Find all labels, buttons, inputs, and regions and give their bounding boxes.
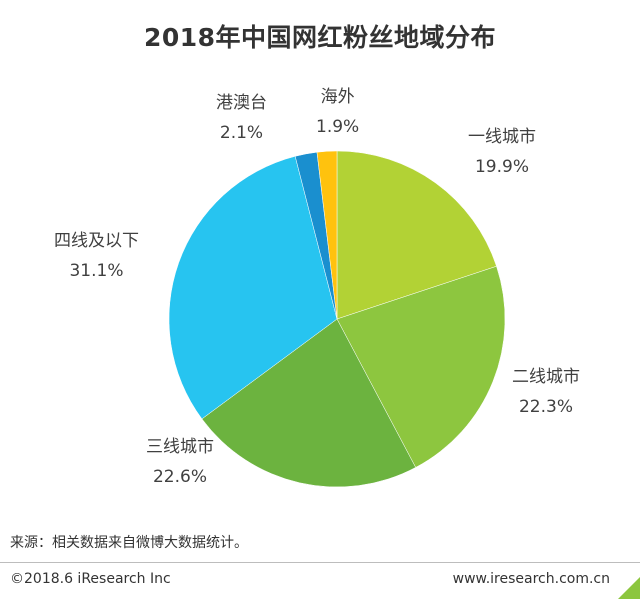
- label-tier4-below-value: 31.1%: [69, 261, 124, 281]
- label-tier3: 三线城市 22.6%: [146, 432, 214, 492]
- label-overseas-value: 1.9%: [316, 117, 360, 137]
- label-tier1-name: 一线城市: [468, 127, 536, 147]
- label-tier2-value: 22.3%: [518, 397, 573, 417]
- chart-title: 2018年中国网红粉丝地域分布: [143, 23, 497, 52]
- label-tier4-below: 四线及以下 31.1%: [54, 226, 139, 286]
- label-hk-macao-taiwan-value: 2.1%: [219, 123, 264, 143]
- label-tier3-name: 三线城市: [146, 437, 214, 457]
- copyright-text: ©2018.6 iResearch Inc: [10, 571, 171, 587]
- label-tier1-value: 19.9%: [474, 157, 529, 177]
- slice-tier1: [336, 150, 497, 320]
- website-link[interactable]: www.iresearch.com.cn: [452, 571, 610, 587]
- pie-chart: [168, 150, 506, 488]
- label-hk-macao-taiwan-name: 港澳台: [216, 93, 267, 113]
- label-tier1: 一线城市 19.9%: [468, 122, 536, 182]
- label-hk-macao-taiwan: 港澳台 2.1%: [216, 88, 267, 148]
- label-tier2-name: 二线城市: [512, 367, 580, 387]
- slice-tier2: [336, 265, 506, 468]
- label-tier4-below-name: 四线及以下: [54, 231, 139, 251]
- corner-accent: [618, 577, 640, 599]
- slice-tier4-below: [168, 155, 338, 420]
- source-note: 来源：相关数据来自微博大数据统计。: [10, 535, 248, 551]
- slice-overseas: [316, 150, 338, 320]
- slice-tier3: [201, 318, 417, 488]
- footer-bar: ©2018.6 iResearch Inc www.iresearch.com.…: [0, 562, 640, 599]
- label-overseas-name: 海外: [320, 87, 355, 107]
- label-overseas: 海外 1.9%: [316, 82, 359, 142]
- label-tier2: 二线城市 22.3%: [512, 362, 580, 422]
- label-tier3-value: 22.6%: [152, 467, 207, 487]
